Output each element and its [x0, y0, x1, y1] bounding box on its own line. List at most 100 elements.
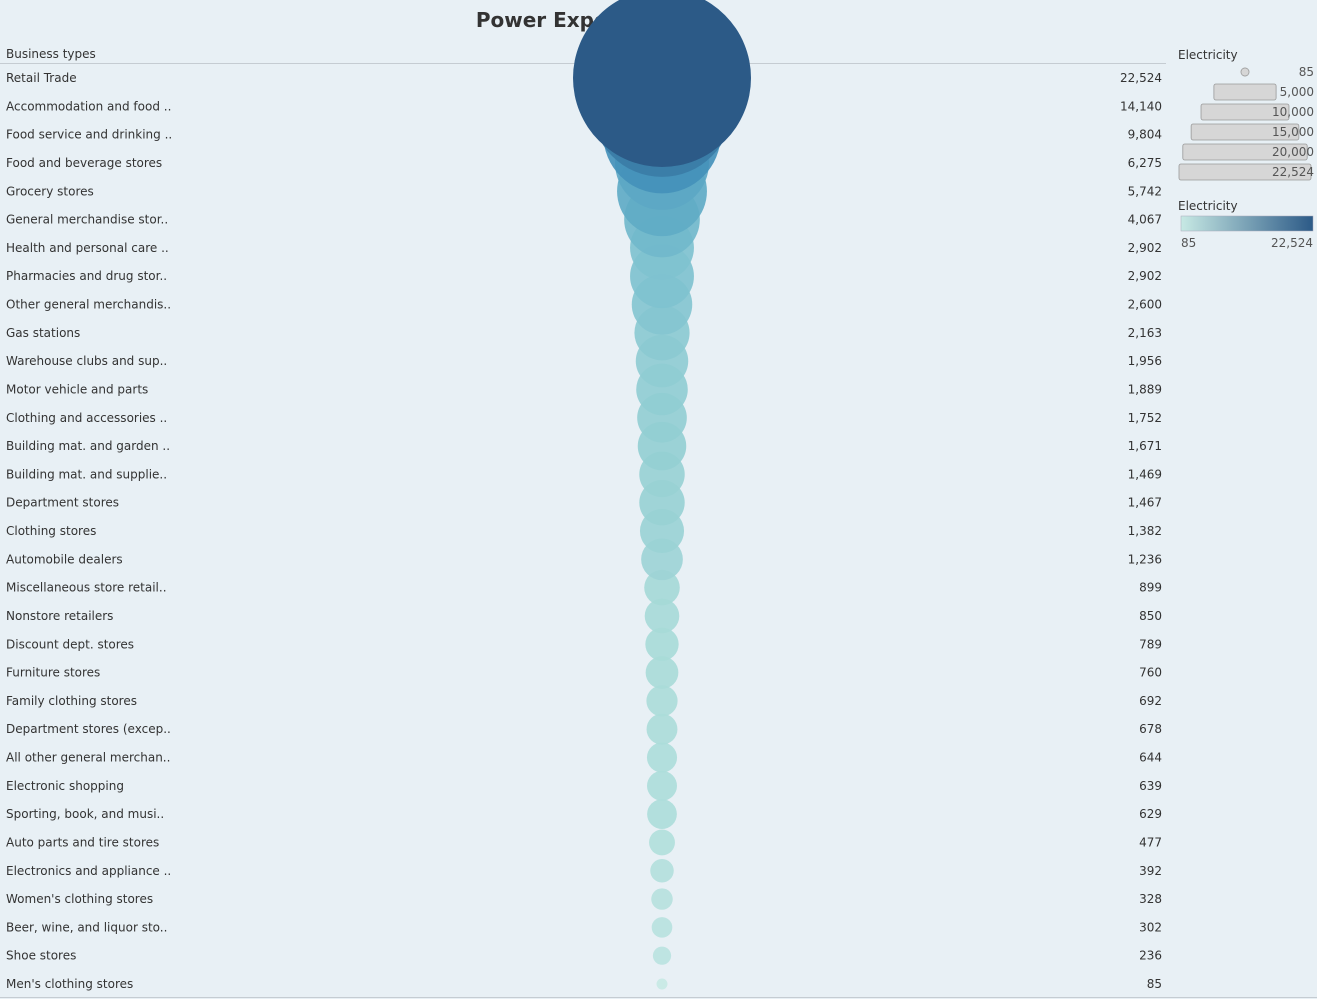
bubble[interactable] — [656, 978, 668, 990]
bubbles — [573, 0, 751, 990]
category-label: Sporting, book, and musi.. — [6, 807, 164, 821]
value-label: 4,067 — [1128, 213, 1162, 227]
category-label: General merchandise stor.. — [6, 213, 168, 227]
bubble[interactable] — [651, 888, 673, 910]
category-label: Automobile dealers — [6, 552, 123, 566]
legend-panel: Electricity 85 5,000 10,000 15,000 20,000 22,… — [1178, 48, 1314, 250]
value-label: 6,275 — [1128, 156, 1162, 170]
category-label: Warehouse clubs and sup.. — [6, 354, 167, 368]
value-label: 692 — [1139, 694, 1162, 708]
value-label: 760 — [1139, 666, 1162, 680]
category-label: Electronic shopping — [6, 779, 124, 793]
value-label: 789 — [1139, 637, 1162, 651]
category-label: Accommodation and food .. — [6, 99, 171, 113]
value-label: 1,889 — [1128, 382, 1162, 396]
bubble[interactable] — [644, 598, 680, 634]
bubble[interactable] — [647, 770, 677, 801]
category-label: Nonstore retailers — [6, 609, 113, 623]
value-label: 2,163 — [1128, 326, 1162, 340]
value-label: 1,469 — [1128, 467, 1162, 481]
size-legend-label: 22,524 — [1272, 165, 1314, 179]
value-label: 1,467 — [1128, 496, 1162, 510]
category-label: Auto parts and tire stores — [6, 835, 159, 849]
value-label: 1,956 — [1128, 354, 1162, 368]
size-legend-title: Electricity — [1178, 48, 1238, 62]
value-label: 5,742 — [1128, 184, 1162, 198]
category-label: Department stores (excep.. — [6, 722, 171, 736]
value-label: 2,902 — [1128, 241, 1162, 255]
value-label: 2,902 — [1128, 269, 1162, 283]
value-label: 392 — [1139, 864, 1162, 878]
bubble[interactable] — [647, 799, 677, 829]
category-label: Discount dept. stores — [6, 637, 134, 651]
category-label: Motor vehicle and parts — [6, 382, 148, 396]
category-label: Clothing and accessories .. — [6, 411, 167, 425]
value-label: 678 — [1139, 722, 1162, 736]
category-label: Pharmacies and drug stor.. — [6, 269, 167, 283]
bubble[interactable] — [646, 685, 678, 717]
bubble[interactable] — [651, 917, 673, 938]
bubble[interactable] — [645, 627, 679, 661]
category-label: Other general merchandis.. — [6, 298, 171, 312]
value-label: 22,524 — [1120, 71, 1162, 85]
color-legend-max: 22,524 — [1271, 236, 1313, 250]
value-label: 9,804 — [1128, 128, 1162, 142]
category-label: Men's clothing stores — [6, 977, 133, 991]
size-legend-label: 10,000 — [1272, 105, 1314, 119]
category-label: Miscellaneous store retail.. — [6, 581, 167, 595]
value-label: 1,671 — [1128, 439, 1162, 453]
category-label: Building mat. and supplie.. — [6, 467, 167, 481]
bubble[interactable] — [645, 656, 679, 689]
bubble[interactable] — [644, 569, 680, 606]
category-label: Food service and drinking .. — [6, 128, 172, 142]
color-legend-title: Electricity — [1178, 199, 1238, 213]
value-label: 328 — [1139, 892, 1162, 906]
value-label: 1,752 — [1128, 411, 1162, 425]
category-label: Department stores — [6, 496, 119, 510]
value-label: 899 — [1139, 581, 1162, 595]
size-legend-mark — [1240, 67, 1250, 77]
size-legend: 85 5,000 10,000 15,000 20,000 22,524 — [1178, 65, 1314, 181]
bubble[interactable] — [649, 829, 675, 856]
bubble[interactable] — [573, 0, 751, 167]
size-legend-label: 5,000 — [1280, 85, 1314, 99]
size-legend-label: 85 — [1299, 65, 1314, 79]
size-legend-mark — [1178, 163, 1312, 181]
size-legend-mark — [1190, 123, 1300, 141]
value-label: 1,382 — [1128, 524, 1162, 538]
category-label: Food and beverage stores — [6, 156, 162, 170]
category-label: Family clothing stores — [6, 694, 137, 708]
value-label: 85 — [1147, 977, 1162, 991]
value-label: 2,600 — [1128, 298, 1162, 312]
category-label: Clothing stores — [6, 524, 96, 538]
size-legend-label: 20,000 — [1272, 145, 1314, 159]
value-label: 850 — [1139, 609, 1162, 623]
column-header: Business types — [6, 47, 96, 61]
bubble[interactable] — [650, 859, 674, 883]
bubble[interactable] — [652, 946, 672, 965]
value-label: 302 — [1139, 920, 1162, 934]
bubble-chart: Retail Trade 22,524 Accommodation and food… — [6, 0, 1162, 991]
category-label: Women's clothing stores — [6, 892, 153, 906]
category-label: Beer, wine, and liquor sto.. — [6, 920, 167, 934]
category-label: Electronics and appliance .. — [6, 864, 171, 878]
bubble[interactable] — [646, 713, 678, 745]
category-label: Health and personal care .. — [6, 241, 169, 255]
value-label: 1,236 — [1128, 552, 1162, 566]
category-label: Building mat. and garden .. — [6, 439, 170, 453]
bubble[interactable] — [630, 244, 694, 309]
value-label: 644 — [1139, 751, 1162, 765]
value-label: 639 — [1139, 779, 1162, 793]
category-label: Retail Trade — [6, 71, 77, 85]
category-label: Grocery stores — [6, 184, 94, 198]
size-legend-mark — [1213, 83, 1277, 101]
value-label: 236 — [1139, 949, 1162, 963]
category-label: Furniture stores — [6, 666, 100, 680]
bubble[interactable] — [646, 742, 678, 773]
category-label: Shoe stores — [6, 949, 76, 963]
value-label: 477 — [1139, 835, 1162, 849]
category-label: Gas stations — [6, 326, 80, 340]
value-label: 14,140 — [1120, 99, 1162, 113]
color-legend-min: 85 — [1181, 236, 1196, 250]
size-legend-mark — [1182, 143, 1308, 161]
